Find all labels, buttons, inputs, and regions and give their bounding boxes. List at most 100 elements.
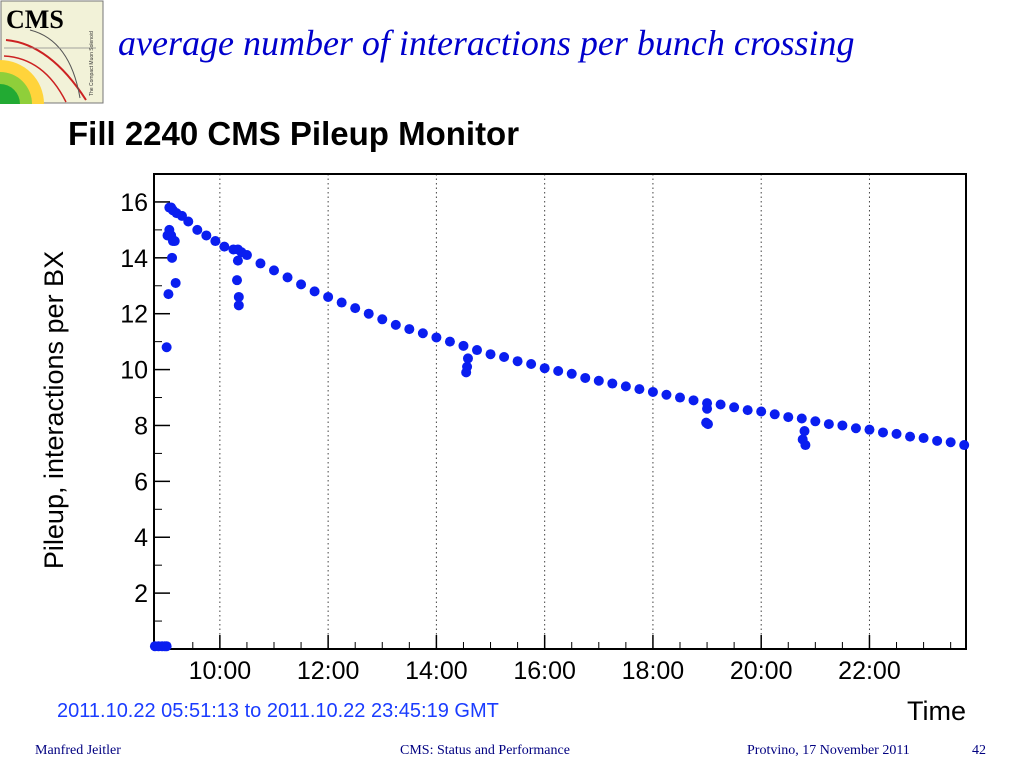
- data-point: [769, 409, 780, 420]
- x-tick-label: 22:00: [838, 657, 901, 685]
- data-point: [323, 291, 334, 302]
- data-point: [877, 427, 888, 438]
- data-point: [363, 308, 374, 319]
- data-point: [377, 314, 388, 325]
- x-tick-label: 18:00: [622, 657, 685, 685]
- data-point: [783, 412, 794, 423]
- data-point: [163, 289, 174, 300]
- data-point: [674, 392, 685, 403]
- data-point: [796, 413, 807, 424]
- data-point: [891, 428, 902, 439]
- footer-author: Manfred Jeitler: [35, 743, 121, 758]
- y-tick-label: 14: [120, 245, 148, 273]
- data-point: [232, 275, 243, 286]
- data-point: [471, 345, 482, 356]
- data-point: [810, 416, 821, 427]
- data-point: [823, 419, 834, 430]
- page-number: 42: [972, 743, 986, 758]
- data-point: [282, 272, 293, 283]
- y-tick-label: 12: [120, 301, 148, 329]
- cms-logo: CMS The Compact Muon Solenoid: [0, 0, 104, 104]
- data-series: [149, 202, 970, 652]
- x-tick-label: 14:00: [405, 657, 468, 685]
- data-point: [553, 365, 564, 376]
- data-point: [232, 255, 243, 266]
- data-point: [219, 241, 230, 252]
- data-point: [647, 386, 658, 397]
- data-point: [512, 356, 523, 367]
- data-point: [183, 216, 194, 227]
- data-point: [932, 435, 943, 446]
- data-point: [161, 342, 172, 353]
- chart-title: Fill 2240 CMS Pileup Monitor: [68, 115, 519, 152]
- data-point: [566, 368, 577, 379]
- logo-subtext: The Compact Muon Solenoid: [89, 31, 95, 96]
- data-point: [742, 405, 753, 416]
- data-point: [918, 433, 929, 444]
- y-tick-label: 6: [134, 468, 148, 496]
- data-point: [593, 375, 604, 386]
- data-point: [945, 437, 956, 448]
- data-point: [444, 336, 455, 347]
- data-point: [201, 230, 212, 241]
- data-point: [688, 395, 699, 406]
- data-point: [905, 431, 916, 442]
- data-point: [800, 440, 811, 451]
- data-point: [799, 426, 810, 437]
- y-tick-label: 2: [134, 580, 148, 608]
- data-point: [485, 349, 496, 360]
- x-tick-label: 20:00: [730, 657, 793, 685]
- slide-title: average number of interactions per bunch…: [118, 23, 855, 63]
- data-point: [607, 378, 618, 389]
- data-point: [296, 279, 307, 290]
- data-point: [241, 250, 252, 261]
- data-point: [192, 224, 203, 235]
- data-point: [458, 340, 469, 351]
- x-axis: 10:00 12:00 14:00 16:00 18:00 20:00 22:00: [165, 635, 952, 685]
- data-point: [404, 324, 415, 335]
- data-point: [661, 389, 672, 400]
- data-point: [715, 399, 726, 410]
- data-point: [169, 236, 180, 247]
- data-point: [461, 367, 472, 378]
- data-point: [756, 406, 767, 417]
- data-point: [431, 332, 442, 343]
- y-tick-label: 16: [120, 189, 148, 217]
- y-axis-label: Pileup, interactions per BX: [39, 251, 69, 569]
- x-tick-label: 16:00: [513, 657, 576, 685]
- x-axis-label: Time: [907, 696, 966, 726]
- data-point: [350, 303, 361, 314]
- data-point: [167, 252, 178, 263]
- y-axis: 2 4 6 8 10 12 14 16: [120, 189, 170, 622]
- data-point: [268, 265, 279, 276]
- footer-talk-title: CMS: Status and Performance: [400, 743, 570, 758]
- data-point: [462, 353, 473, 364]
- data-point: [390, 319, 401, 330]
- time-range-label: 2011.10.22 05:51:13 to 2011.10.22 23:45:…: [57, 700, 499, 722]
- y-tick-label: 4: [134, 524, 148, 552]
- data-point: [702, 403, 713, 414]
- data-point: [210, 236, 221, 247]
- y-tick-label: 10: [120, 357, 148, 385]
- data-point: [233, 300, 244, 311]
- plot-frame: [153, 173, 967, 650]
- pileup-chart: Fill 2240 CMS Pileup Monitor 2 4 6 8 10 12 14 1…: [39, 115, 970, 726]
- data-point: [309, 286, 320, 297]
- data-point: [620, 381, 631, 392]
- data-point: [417, 328, 428, 339]
- data-point: [233, 291, 244, 302]
- data-point: [539, 363, 550, 374]
- footer-venue-date: Protvino, 17 November 2011: [747, 743, 910, 758]
- data-point: [580, 372, 591, 383]
- data-point: [499, 352, 510, 363]
- x-tick-label: 12:00: [297, 657, 360, 685]
- data-point: [702, 419, 713, 430]
- data-point: [170, 277, 181, 288]
- data-point: [729, 402, 740, 413]
- data-point: [336, 297, 347, 308]
- data-point: [864, 424, 875, 435]
- data-point: [634, 384, 645, 395]
- data-point: [526, 359, 537, 369]
- data-point: [837, 420, 848, 431]
- data-point: [255, 258, 266, 269]
